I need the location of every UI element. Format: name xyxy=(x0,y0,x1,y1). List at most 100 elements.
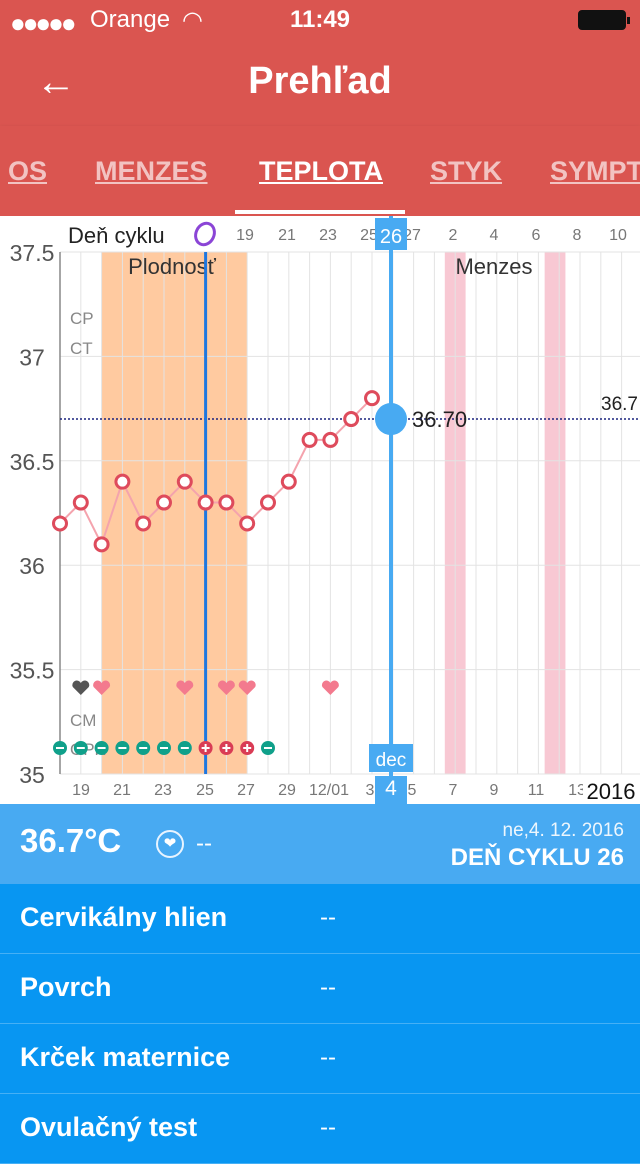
row-label: CT xyxy=(70,339,93,358)
top-tick-label: 21 xyxy=(278,227,296,244)
menses-band xyxy=(544,252,566,774)
selected-date: ne,4. 12. 2016 xyxy=(502,820,625,841)
temperature-point xyxy=(72,494,89,511)
tab-menzes[interactable]: MENZES xyxy=(95,156,208,186)
row-value: -- xyxy=(320,974,336,1001)
bottom-tick-label: 11 xyxy=(528,782,545,799)
row-label: Krček maternice xyxy=(20,1042,231,1072)
y-tick-label: 36 xyxy=(19,553,45,579)
bottom-tick-label: 29 xyxy=(278,782,296,799)
top-tick-label: 23 xyxy=(319,227,337,244)
heart-marker xyxy=(238,680,256,695)
bottom-tick-label: 5 xyxy=(408,782,417,799)
list-item-ovulation-test[interactable]: Ovulačný test -- xyxy=(0,1094,640,1164)
temperature-point xyxy=(280,473,297,490)
row-value: -- xyxy=(320,1044,336,1071)
tab-sympt[interactable]: SYMPT xyxy=(550,156,640,186)
heart-marker xyxy=(176,680,194,695)
row-label: CP xyxy=(70,309,94,328)
region-label: Menzes xyxy=(455,254,532,279)
row-value: -- xyxy=(320,1114,336,1141)
y-tick-label: 35.5 xyxy=(10,658,55,684)
bottom-tick-label: 9 xyxy=(490,782,499,799)
heart-marker xyxy=(321,680,339,695)
battery-icon xyxy=(578,10,630,30)
tab-teplota[interactable]: TEPLOTA xyxy=(259,156,383,186)
page-title: Prehľad xyxy=(248,60,392,102)
list-item-surface[interactable]: Povrch -- xyxy=(0,954,640,1024)
row-label: Povrch xyxy=(20,972,112,1002)
top-tick-label: 8 xyxy=(573,227,582,244)
top-tick-label: 19 xyxy=(236,227,254,244)
y-tick-label: 37.5 xyxy=(10,240,55,266)
heart-marker xyxy=(93,680,111,695)
top-tick-label: 4 xyxy=(490,227,499,244)
heart-marker xyxy=(217,680,235,695)
bottom-tick-label: 13 xyxy=(568,782,586,799)
bottom-tick-label: 21 xyxy=(113,782,131,799)
temperature-point xyxy=(93,536,110,553)
temperature-point xyxy=(218,494,235,511)
clock: 11:49 xyxy=(289,6,351,33)
day-summary: 36.7°C ❤ -- ne,4. 12. 2016 DEŇ CYKLU 26 xyxy=(0,804,640,884)
carrier-name: Orange xyxy=(90,6,171,33)
selected-day-badge xyxy=(375,218,407,250)
temperature-point xyxy=(301,431,318,448)
bottom-tick-label: 3 xyxy=(366,782,375,799)
top-tick-label: 2 xyxy=(449,227,458,244)
temperature-point xyxy=(364,390,380,407)
y-tick-label: 35 xyxy=(19,762,45,788)
detail-list: Cervikálny hlien -- Povrch -- Krček mate… xyxy=(0,884,640,1164)
bottom-tick-label: 7 xyxy=(449,782,458,799)
top-axis-label: Deň cyklu xyxy=(68,223,165,248)
tab-styk[interactable]: STYK xyxy=(430,156,503,186)
y-tick-label: 37 xyxy=(19,344,45,370)
list-item-cervix[interactable]: Krček maternice -- xyxy=(0,1024,640,1094)
temperature-point xyxy=(52,515,68,532)
temperature-point xyxy=(239,515,256,532)
temperature-line xyxy=(59,397,373,547)
top-tick-label: 27 xyxy=(403,227,421,244)
selected-month-label: dec xyxy=(376,750,407,771)
tab-indicator xyxy=(235,210,405,214)
selected-temperature-point xyxy=(375,403,407,436)
temperature-point xyxy=(322,431,339,448)
top-tick-label: 25 xyxy=(360,227,378,244)
top-tick-label: 6 xyxy=(532,227,541,244)
temperature-point xyxy=(135,515,152,532)
cycle-day: DEŇ CYKLU 26 xyxy=(450,844,624,871)
back-arrow-icon[interactable]: ← xyxy=(36,60,76,104)
selected-month-badge xyxy=(369,744,413,772)
row-label: CM xyxy=(70,711,96,730)
tab-os[interactable]: OS xyxy=(8,156,48,186)
ovulation-icon xyxy=(194,221,216,247)
status-bar: ●●●●● Orange ◠ 11:49 xyxy=(0,0,640,42)
intercourse-value: -- xyxy=(196,830,212,857)
temperature-value: 36.7°C xyxy=(20,822,122,859)
row-label: Ovulačný test xyxy=(20,1112,198,1142)
row-label: Cervikálny hlien xyxy=(20,902,228,932)
region-label: Plodnosť xyxy=(128,254,217,279)
temperature-point xyxy=(114,473,131,490)
coverline-label: 36.7 xyxy=(601,394,638,415)
temperature-point xyxy=(260,494,276,511)
bottom-tick-label: 19 xyxy=(72,782,90,799)
year-label: 2016 xyxy=(587,779,636,804)
heart-icon[interactable]: ❤ xyxy=(156,830,184,858)
fertile-window xyxy=(101,252,248,774)
temperature-point xyxy=(197,494,214,511)
y-tick-label: 36.5 xyxy=(10,449,55,475)
selected-day-label: 26 xyxy=(380,226,402,248)
selected-date-label: 4 xyxy=(385,777,397,800)
bottom-tick-label: 12/01 xyxy=(309,782,349,799)
row-value: -- xyxy=(320,904,336,931)
wifi-icon: ◠ xyxy=(182,7,203,34)
top-tick-label: 10 xyxy=(609,227,627,244)
bottom-tick-label: 27 xyxy=(237,782,255,799)
app-header: ← Prehľad xyxy=(0,42,640,126)
selected-date-badge xyxy=(375,776,407,804)
list-item-cervical-mucus[interactable]: Cervikálny hlien -- xyxy=(0,884,640,954)
year-backdrop xyxy=(583,776,640,804)
tab-bar: OS MENZES TEPLOTA STYK SYMPT xyxy=(0,126,640,216)
